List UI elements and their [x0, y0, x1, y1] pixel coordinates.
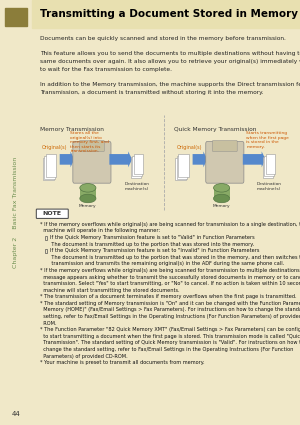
Text: Destination
machine(s): Destination machine(s) [124, 182, 149, 190]
Text: The document is transmitted up to the portion that was stored in the memory, and: The document is transmitted up to the po… [40, 255, 300, 260]
Ellipse shape [80, 184, 96, 192]
Bar [178, 154, 189, 177]
Text: Chapter 2    Basic Fax Transmission: Chapter 2 Basic Fax Transmission [13, 157, 18, 268]
Text: machine will operate in the following manner:: machine will operate in the following ma… [40, 229, 160, 233]
Text: Memory: Memory [213, 204, 230, 208]
Bar [176, 158, 186, 180]
Text: change the standard setting, refer to Fax/Email Settings in the Operating Instru: change the standard setting, refer to Fa… [40, 347, 293, 352]
Ellipse shape [214, 194, 230, 203]
Text: Destination
machine(s): Destination machine(s) [256, 182, 282, 190]
Bar [264, 156, 274, 176]
Text: Original(s): Original(s) [176, 145, 202, 150]
Text: to wait for the Fax transmission to complete.: to wait for the Fax transmission to comp… [40, 67, 172, 72]
Bar [266, 154, 275, 174]
FancyArrow shape [60, 151, 74, 167]
Bar [45, 236, 47, 240]
Text: Memory: Memory [79, 204, 97, 208]
Text: * If the memory overflows while original(s) are being scanned for transmission t: * If the memory overflows while original… [40, 222, 300, 227]
FancyArrow shape [243, 151, 266, 167]
Bar [5, 8, 27, 25]
Bar [44, 156, 55, 178]
Text: machine will start transmitting the stored documents.: machine will start transmitting the stor… [40, 288, 179, 293]
Text: setting, refer to Fax/Email Settings in the Operating Instructions (For Function: setting, refer to Fax/Email Settings in … [40, 314, 300, 319]
FancyBboxPatch shape [212, 141, 237, 152]
Text: If the Quick Memory Transmission feature is set to "Valid" in Function Parameter: If the Quick Memory Transmission feature… [50, 235, 254, 240]
FancyBboxPatch shape [36, 209, 68, 218]
Text: * The standard setting of Memory transmission is "On" and it can be changed with: * The standard setting of Memory transmi… [40, 301, 300, 306]
Text: same documents over again. It also allows you to retrieve your original(s) immed: same documents over again. It also allow… [40, 59, 300, 64]
Text: Memory (HOME)" (Fax/Email Settings > Fax Parameters). For instructions on how to: Memory (HOME)" (Fax/Email Settings > Fax… [40, 308, 300, 312]
Text: ROM.: ROM. [40, 321, 56, 326]
Bar [263, 157, 273, 178]
Text: Transmission, a document is transmitted without storing it into the memory.: Transmission, a document is transmitted … [40, 90, 263, 95]
Ellipse shape [214, 184, 230, 192]
Text: NOTE: NOTE [43, 211, 62, 216]
Text: The document is transmitted up to the portion that was stored into the memory.: The document is transmitted up to the po… [40, 241, 254, 246]
FancyArrow shape [193, 151, 207, 167]
Text: This feature allows you to send the documents to multiple destinations without h: This feature allows you to send the docu… [40, 51, 300, 57]
FancyBboxPatch shape [206, 142, 244, 183]
Bar [132, 156, 142, 176]
Text: Transmitting a Document Stored in Memory: Transmitting a Document Stored in Memory [40, 9, 298, 19]
Text: Stores all the
original(s) into
memory first, and
then starts its
transmission.: Stores all the original(s) into memory f… [70, 131, 110, 153]
Bar [80, 188, 96, 198]
Text: * The Function Parameter "82 Quick Memory XMT" (Fax/Email Settings > Fax Paramet: * The Function Parameter "82 Quick Memor… [40, 327, 300, 332]
Text: In addition to the Memory transmission, the machine supports the Direct transmis: In addition to the Memory transmission, … [40, 82, 300, 87]
Text: message appears asking whether to transmit the successfully stored documents in : message appears asking whether to transm… [40, 275, 300, 280]
Ellipse shape [80, 194, 96, 203]
Text: Parameters) of provided CD-ROM.: Parameters) of provided CD-ROM. [40, 354, 127, 359]
Text: Transmission". The standard setting of Quick Memory transmission is "Valid". For: Transmission". The standard setting of Q… [40, 340, 300, 346]
Text: * If the memory overflows while original(s) are being scanned for transmission t: * If the memory overflows while original… [40, 268, 300, 273]
Text: transmission and transmits the remaining original(s) in the ADF during the same : transmission and transmits the remaining… [40, 261, 284, 266]
Bar [177, 156, 188, 178]
Text: * The transmission of a document terminates if memory overflows when the first p: * The transmission of a document termina… [40, 294, 296, 299]
FancyBboxPatch shape [80, 141, 104, 152]
FancyArrow shape [110, 151, 132, 167]
Bar [45, 249, 47, 253]
Text: Original(s): Original(s) [42, 145, 68, 150]
Text: Starts transmitting
when the first page
is stored in the
memory.: Starts transmitting when the first page … [246, 131, 289, 149]
FancyBboxPatch shape [73, 142, 111, 183]
Bar [214, 188, 230, 198]
Text: * Your machine is preset to transmit all documents from memory.: * Your machine is preset to transmit all… [40, 360, 204, 365]
Bar [32, 0, 300, 28]
Bar [131, 157, 140, 178]
Bar [46, 154, 56, 177]
Text: to start transmitting a document when the first page is stored. This transmissio: to start transmitting a document when th… [40, 334, 300, 339]
Text: 44: 44 [11, 411, 20, 416]
Text: Documents can be quickly scanned and stored in the memory before transmission.: Documents can be quickly scanned and sto… [40, 36, 285, 41]
Text: Memory Transmission: Memory Transmission [40, 128, 104, 133]
Text: Quick Memory Transmission: Quick Memory Transmission [174, 128, 256, 133]
Text: If the Quick Memory Transmission feature is set to "Invalid" in Function Paramet: If the Quick Memory Transmission feature… [50, 248, 259, 253]
Bar [43, 158, 54, 180]
Bar [134, 154, 143, 174]
Text: transmission. Select "Yes" to start transmitting, or "No" to cancel. If no actio: transmission. Select "Yes" to start tran… [40, 281, 300, 286]
